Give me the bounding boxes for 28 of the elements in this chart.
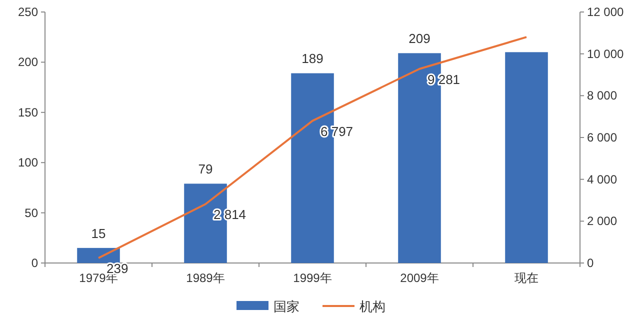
bar: [291, 73, 334, 263]
y-tick-label: 250: [18, 5, 38, 19]
y2-tick-label: 12 000: [587, 5, 624, 19]
y2-tick-label: 4 000: [587, 172, 618, 186]
y2-tick-label: 8 000: [587, 88, 618, 103]
data-label: 209: [408, 31, 430, 46]
legend-label: 机构: [360, 299, 386, 314]
data-label: 189: [302, 51, 324, 66]
y-tick-label: 200: [18, 55, 38, 70]
y2-tick-label: 0: [587, 256, 594, 270]
y-tick-label: 100: [18, 156, 38, 170]
legend-label: 国家: [274, 299, 300, 314]
y-tick-label: 150: [18, 105, 38, 120]
x-tick-label: 2009年: [400, 271, 439, 285]
data-label: 15: [91, 226, 106, 241]
y2-tick-label: 6 000: [587, 130, 618, 144]
bar: [77, 248, 120, 263]
bar: [505, 52, 548, 263]
x-tick-label: 现在: [514, 271, 538, 285]
y-tick-label: 50: [24, 206, 38, 220]
y-tick-label: 0: [31, 256, 38, 270]
data-label: 79: [198, 162, 213, 177]
y2-tick-label: 2 000: [587, 214, 618, 228]
y2-tick-label: 10 000: [587, 46, 624, 61]
bar: [184, 184, 227, 263]
bar: [398, 53, 441, 263]
x-tick-label: 1999年: [293, 271, 332, 285]
x-tick-label: 1989年: [186, 271, 225, 285]
